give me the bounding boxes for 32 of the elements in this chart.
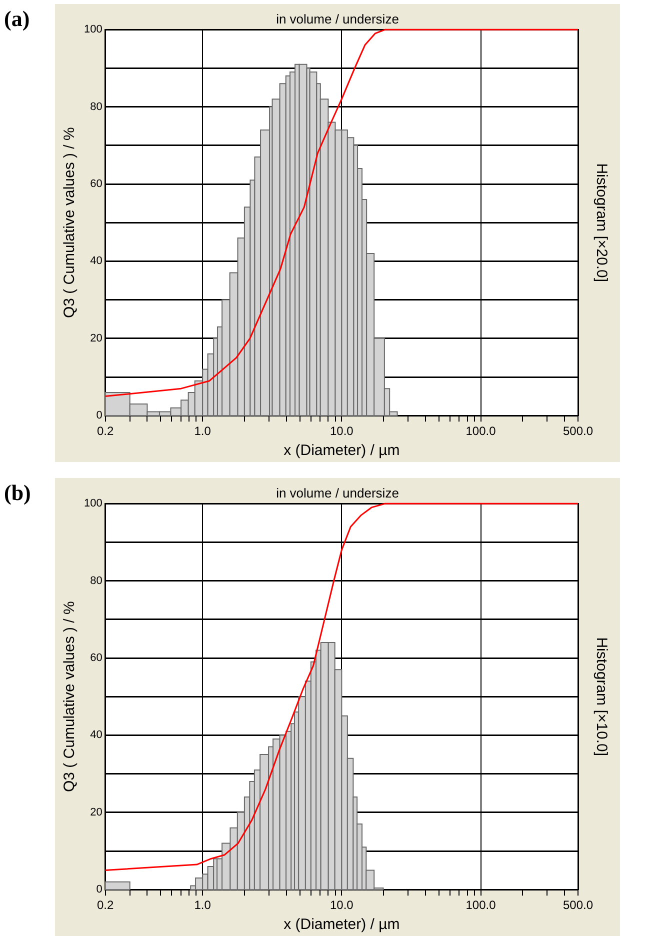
- y-tick-label: 0: [96, 410, 102, 422]
- x-tick-label: 500.0: [562, 424, 594, 438]
- y-tick-label: 60: [90, 652, 102, 664]
- x-tick-label: 100.0: [466, 424, 496, 438]
- x-tick-label: 10.0: [330, 424, 354, 438]
- y-axis-title: Q3 ( Cumulative values ) / %: [61, 127, 78, 318]
- x-tick-label: 1.0: [194, 898, 212, 912]
- x-tick-label: 500.0: [562, 898, 594, 912]
- x-tick-label: 0.2: [97, 424, 114, 438]
- y-tick-label: 20: [90, 332, 102, 344]
- text: (a): [4, 6, 30, 32]
- y-tick-label: 20: [90, 806, 102, 818]
- x-tick-label: 10.0: [330, 898, 354, 912]
- y-tick-label: 100: [84, 498, 102, 510]
- y-tick-label: 40: [90, 255, 102, 268]
- text: (b): [4, 480, 31, 506]
- x-axis-title: x (Diameter) / µm: [284, 916, 400, 934]
- y-tick-label: 80: [90, 100, 102, 113]
- y2-axis-title: Histogram [×20.0]: [592, 163, 610, 282]
- chart-title: in volume / undersize: [276, 11, 399, 26]
- y2-axis-title: Histogram [×10.0]: [592, 637, 610, 756]
- x-axis-title: x (Diameter) / µm: [284, 442, 400, 460]
- x-tick-label: 0.2: [97, 898, 114, 912]
- y-tick-label: 0: [96, 884, 102, 896]
- y-tick-label: 100: [84, 24, 102, 36]
- x-tick-label: 100.0: [466, 898, 496, 912]
- y-axis-title: Q3 ( Cumulative values ) / %: [61, 601, 78, 792]
- y-tick-label: 40: [90, 729, 102, 742]
- y-tick-label: 60: [90, 178, 102, 190]
- y-tick-label: 80: [90, 574, 102, 587]
- chart-title: in volume / undersize: [276, 485, 399, 500]
- x-tick-label: 1.0: [194, 424, 212, 438]
